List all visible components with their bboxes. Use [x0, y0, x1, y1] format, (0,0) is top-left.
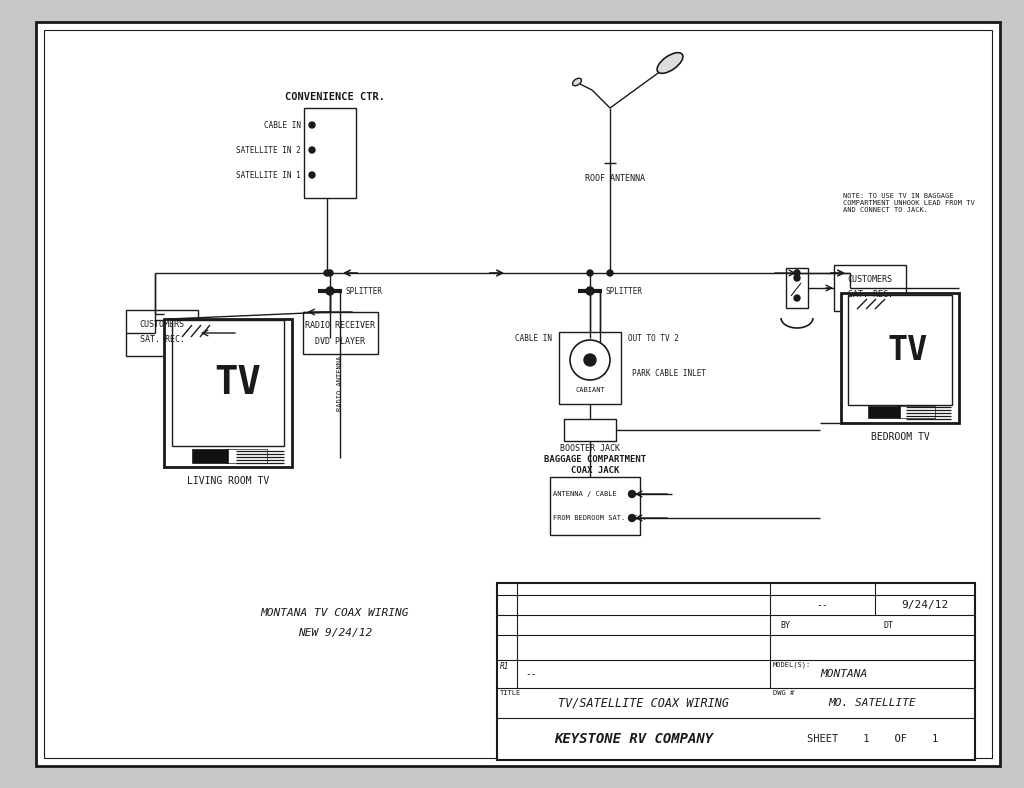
- Bar: [302, 312, 378, 354]
- Text: MO. SATELLITE: MO. SATELLITE: [828, 698, 916, 708]
- Bar: [497, 583, 975, 760]
- Bar: [897, 406, 935, 418]
- Text: TV: TV: [215, 364, 261, 402]
- Circle shape: [794, 270, 800, 276]
- Bar: [868, 406, 900, 418]
- Text: CABIANT: CABIANT: [575, 387, 605, 393]
- Circle shape: [629, 490, 636, 497]
- Text: --: --: [816, 600, 828, 610]
- Text: MONTANA TV COAX WIRING: MONTANA TV COAX WIRING: [261, 608, 410, 618]
- Text: KEYSTONE RV COMPANY: KEYSTONE RV COMPANY: [554, 732, 713, 746]
- Text: SATELLITE IN 2: SATELLITE IN 2: [237, 146, 301, 154]
- Text: --: --: [525, 669, 537, 679]
- Text: SATELLITE IN 1: SATELLITE IN 1: [237, 170, 301, 180]
- Circle shape: [629, 515, 636, 522]
- Bar: [225, 449, 267, 463]
- Text: CABLE IN: CABLE IN: [264, 121, 301, 129]
- Text: NOTE: TO USE TV IN BAGGAGE
COMPARTMENT UNHOOK LEAD FROM TV
AND CONNECT TO JACK.: NOTE: TO USE TV IN BAGGAGE COMPARTMENT U…: [843, 193, 975, 213]
- Text: PARK CABLE INLET: PARK CABLE INLET: [632, 369, 706, 377]
- Text: R1: R1: [500, 662, 509, 671]
- Text: TITLE: TITLE: [500, 690, 521, 696]
- Bar: [550, 477, 640, 535]
- Bar: [834, 265, 906, 311]
- Circle shape: [327, 270, 333, 276]
- Text: SAT. REC.: SAT. REC.: [848, 289, 893, 299]
- Circle shape: [309, 122, 315, 128]
- Ellipse shape: [572, 78, 582, 86]
- Bar: [848, 295, 952, 405]
- Text: TV: TV: [888, 333, 928, 366]
- Text: BY: BY: [780, 620, 790, 630]
- Text: BAGGAGE COMPARTMENT: BAGGAGE COMPARTMENT: [544, 455, 646, 463]
- Bar: [172, 320, 284, 446]
- Text: CUSTOMERS: CUSTOMERS: [848, 274, 893, 284]
- Circle shape: [309, 172, 315, 178]
- Circle shape: [794, 295, 800, 301]
- Text: CUSTOMERS: CUSTOMERS: [139, 319, 184, 329]
- Text: SAT. REC.: SAT. REC.: [139, 334, 184, 344]
- Text: CABLE IN: CABLE IN: [515, 333, 552, 343]
- Text: LIVING ROOM TV: LIVING ROOM TV: [186, 476, 269, 486]
- Bar: [841, 293, 959, 423]
- Circle shape: [324, 270, 330, 276]
- Text: DVD PLAYER: DVD PLAYER: [315, 336, 365, 345]
- Circle shape: [326, 287, 334, 295]
- Text: OUT TO TV 2: OUT TO TV 2: [628, 333, 679, 343]
- Text: MONTANA: MONTANA: [820, 669, 867, 679]
- Ellipse shape: [657, 53, 683, 73]
- Text: RADIO ANTENNA: RADIO ANTENNA: [337, 355, 343, 411]
- Circle shape: [309, 147, 315, 153]
- Text: TV/SATELLITE COAX WIRING: TV/SATELLITE COAX WIRING: [558, 697, 729, 709]
- Text: MODEL(S):: MODEL(S):: [773, 662, 811, 668]
- Text: 9/24/12: 9/24/12: [901, 600, 948, 610]
- Text: COAX JACK: COAX JACK: [570, 466, 620, 474]
- Text: DT: DT: [883, 620, 893, 630]
- Circle shape: [570, 340, 610, 380]
- Circle shape: [586, 287, 594, 295]
- Bar: [164, 319, 292, 467]
- Text: ANTENNA / CABLE: ANTENNA / CABLE: [553, 491, 616, 497]
- Text: FROM BEDROOM SAT. REC.: FROM BEDROOM SAT. REC.: [553, 515, 646, 521]
- Text: BEDROOM TV: BEDROOM TV: [870, 432, 930, 442]
- Bar: [193, 449, 228, 463]
- Text: SPLITTER: SPLITTER: [346, 287, 383, 296]
- Circle shape: [794, 275, 800, 281]
- Bar: [559, 332, 621, 404]
- Text: DWG #: DWG #: [773, 690, 795, 696]
- Text: BOOSTER JACK: BOOSTER JACK: [560, 444, 620, 452]
- Text: SHEET    1    OF    1: SHEET 1 OF 1: [807, 734, 938, 744]
- Circle shape: [584, 354, 596, 366]
- Bar: [126, 310, 198, 356]
- Bar: [564, 419, 616, 441]
- Bar: [304, 108, 356, 198]
- Text: NEW 9/24/12: NEW 9/24/12: [298, 628, 372, 638]
- Bar: [786, 268, 808, 308]
- Circle shape: [607, 270, 613, 276]
- Text: CONVENIENCE CTR.: CONVENIENCE CTR.: [285, 92, 385, 102]
- Text: ROOF ANTENNA: ROOF ANTENNA: [585, 173, 645, 183]
- Text: SPLITTER: SPLITTER: [606, 287, 643, 296]
- Text: RADIO RECEIVER: RADIO RECEIVER: [305, 321, 375, 329]
- Circle shape: [587, 270, 593, 276]
